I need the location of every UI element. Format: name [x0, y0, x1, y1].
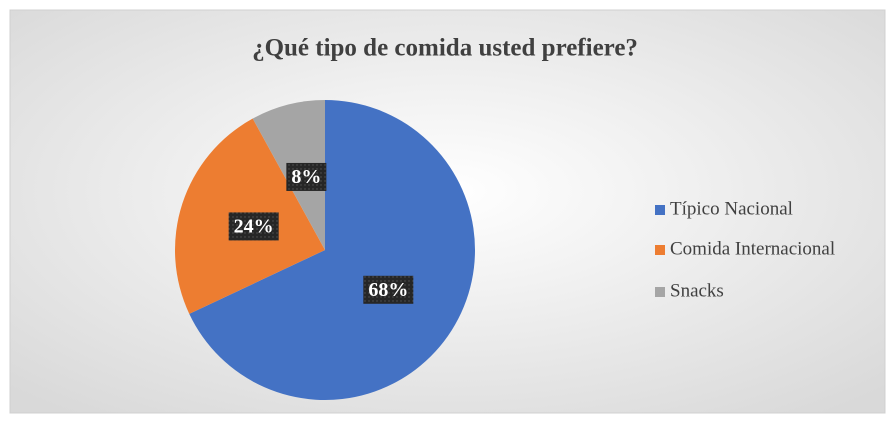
data-label-box: [363, 275, 414, 304]
data-label: 8%: [291, 166, 321, 188]
legend-label: Típico Nacional: [670, 198, 793, 219]
data-label-box: [286, 162, 327, 191]
pie-slice: [189, 100, 476, 400]
legend-swatch: [655, 245, 665, 255]
chart-title: ¿Qué tipo de comida usted prefiere?: [252, 35, 638, 62]
data-label-box: [228, 212, 279, 241]
legend-swatch: [655, 287, 665, 297]
legend-label: Comida Internacional: [670, 238, 835, 259]
legend-swatch: [655, 205, 665, 215]
data-label: 68%: [368, 279, 408, 301]
data-label: 24%: [234, 215, 274, 237]
legend-label: Snacks: [670, 280, 724, 301]
